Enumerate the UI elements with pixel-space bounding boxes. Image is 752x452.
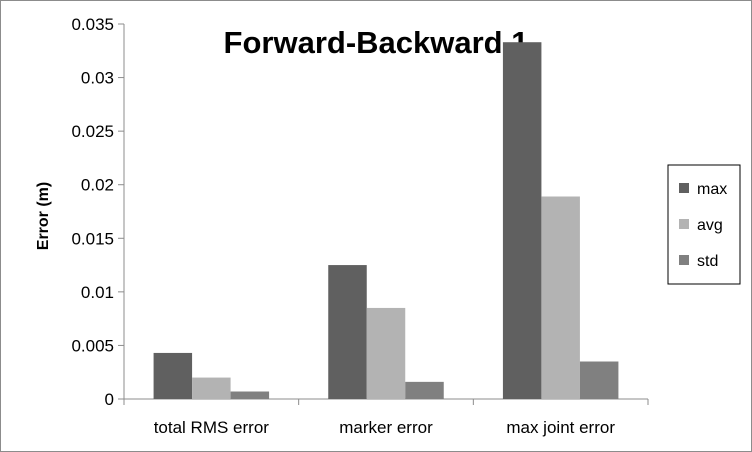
legend: max avg std xyxy=(667,164,741,285)
bar-max xyxy=(328,265,367,399)
legend-label-avg: avg xyxy=(697,217,723,234)
legend-swatch-std xyxy=(679,255,689,265)
x-tick-label: max joint error xyxy=(506,418,615,437)
legend-swatch-max xyxy=(679,183,689,193)
y-tick-label: 0.025 xyxy=(71,122,114,141)
bar-avg xyxy=(541,196,580,399)
y-axis-label: Error (m) xyxy=(35,182,52,250)
bar-avg xyxy=(192,377,231,399)
bar-avg xyxy=(366,307,406,399)
legend-label-max: max xyxy=(697,181,727,198)
bar-std xyxy=(230,391,270,399)
y-tick-label: 0.005 xyxy=(71,336,114,355)
y-tick-label: 0.015 xyxy=(71,229,114,248)
y-tick-label: 0.01 xyxy=(81,283,114,302)
bar-std xyxy=(405,381,444,399)
y-tick-label: 0 xyxy=(105,390,114,409)
x-tick-label: total RMS error xyxy=(154,418,270,437)
bar-std xyxy=(579,361,619,399)
bar-max xyxy=(502,42,542,399)
y-tick-label: 0.02 xyxy=(81,176,114,195)
bar-max xyxy=(153,352,193,399)
y-tick-label: 0.03 xyxy=(81,69,114,88)
legend-label-std: std xyxy=(697,253,718,270)
chart-title: Forward-Backward 1 xyxy=(224,25,529,60)
y-tick-label: 0.035 xyxy=(71,15,114,34)
legend-swatch-avg xyxy=(679,219,689,229)
x-tick-label: marker error xyxy=(339,418,433,437)
plot-area: 0 0.005 0.01 0.015 0.02 0.025 0.03 0.035 total R… xyxy=(71,15,649,437)
